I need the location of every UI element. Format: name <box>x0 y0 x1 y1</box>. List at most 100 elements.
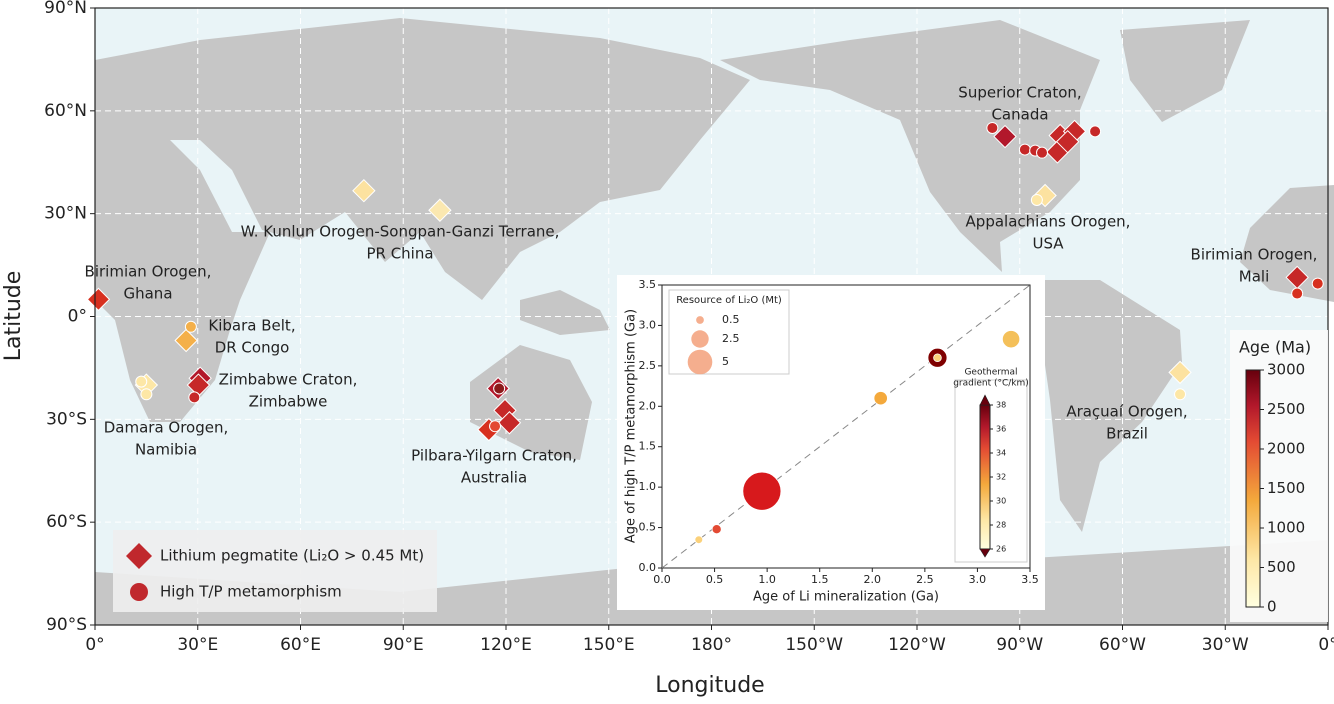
colorbar-tick-label: 2000 <box>1267 440 1305 458</box>
x-tick-label: 150°E <box>583 635 635 655</box>
pegmatite-marker <box>993 124 1017 149</box>
metamorphism-marker <box>1030 193 1043 206</box>
x-tick-label: 90°W <box>996 635 1043 655</box>
pegmatite-marker <box>126 543 152 569</box>
colorbar-tick-label: 1500 <box>1267 479 1305 497</box>
metamorphism-marker <box>493 382 506 395</box>
region-label: USA <box>1032 235 1064 253</box>
geo-colorbar-tick-label: 36 <box>996 425 1006 434</box>
metamorphism-marker <box>1174 388 1187 401</box>
region-label: Araçuaí Orogen, <box>1066 403 1187 421</box>
inset-frame <box>661 284 1031 569</box>
inset-point <box>933 353 942 363</box>
legend-label: Lithium pegmatite (Li₂O > 0.45 Mt) <box>160 547 424 565</box>
inset-y-label: Age of high T/P metamorphism (Ga) <box>624 309 639 543</box>
size-legend-label: 0.5 <box>722 313 740 326</box>
inset-x-tick-label: 3.5 <box>1021 573 1039 586</box>
size-legend-label: 5 <box>722 355 729 368</box>
metamorphism-marker <box>188 391 201 404</box>
colorbar-tick-label: 0 <box>1267 598 1277 616</box>
geo-colorbar-tick-label: 26 <box>996 545 1006 554</box>
colorbar-tick-label: 2500 <box>1267 400 1305 418</box>
region-label: Australia <box>461 469 527 487</box>
region-label: Birimian Orogen, <box>1191 246 1318 264</box>
geo-colorbar-title: Geothermal <box>964 368 1017 378</box>
x-tick-label: 30°E <box>177 635 218 655</box>
colorbar-tick-label: 1000 <box>1267 519 1305 537</box>
x-tick-label: 120°E <box>480 635 532 655</box>
metamorphism-marker <box>1291 287 1304 300</box>
inset-y-tick-label: 2.5 <box>639 359 657 372</box>
pegmatite-marker <box>86 287 111 312</box>
one-to-one-line <box>661 284 1031 569</box>
x-tick-label: 60°W <box>1099 635 1146 655</box>
size-legend-marker <box>696 316 704 324</box>
pegmatite-marker <box>352 178 376 203</box>
x-tick-label: 0° <box>85 635 104 655</box>
inset-point <box>1001 330 1021 349</box>
metamorphism-marker <box>1018 143 1031 156</box>
inset-x-tick-label: 0.0 <box>653 573 671 586</box>
region-label: W. Kunlun Orogen-Songpan-Ganzi Terrane, <box>241 223 560 241</box>
size-legend-label: 2.5 <box>722 332 740 345</box>
inset-y-tick-label: 0.5 <box>639 521 657 534</box>
legend-box <box>113 530 437 612</box>
x-tick-label: 150°W <box>785 635 843 655</box>
y-axis-label: Latitude <box>1 271 26 362</box>
inset-point <box>694 535 704 544</box>
age-colorbar <box>1245 369 1261 608</box>
metamorphism-marker <box>130 583 148 601</box>
y-tick-label: 0° <box>68 307 87 327</box>
inset-x-tick-label: 3.0 <box>969 573 987 586</box>
region-label: Birimian Orogen, <box>85 263 212 281</box>
inset-y-tick-label: 2.0 <box>639 399 657 412</box>
inset-y-tick-label: 3.5 <box>639 278 657 291</box>
inset-point <box>711 524 722 535</box>
inset-y-tick-label: 1.5 <box>639 440 657 453</box>
metamorphism-marker <box>1089 125 1102 138</box>
x-tick-label: 60°E <box>280 635 321 655</box>
inset-x-tick-label: 0.5 <box>706 573 724 586</box>
region-label: PR China <box>366 245 433 263</box>
geo-colorbar-title: gradient (°C/km) <box>953 379 1029 389</box>
colorbar-title: Age (Ma) <box>1239 338 1311 357</box>
region-label: Brazil <box>1106 425 1148 443</box>
colorbar-tick-label: 500 <box>1267 558 1296 576</box>
geo-colorbar-tick-label: 38 <box>996 401 1006 410</box>
y-tick-label: 60°N <box>44 101 87 121</box>
geo-colorbar-tick-label: 34 <box>996 449 1006 458</box>
metamorphism-marker <box>184 320 197 333</box>
x-tick-label: 90°E <box>383 635 424 655</box>
y-tick-label: 30°N <box>44 204 87 224</box>
region-label: Namibia <box>135 441 197 459</box>
region-label: Pilbara-Yilgarn Craton, <box>411 447 577 465</box>
pegmatite-marker <box>1055 129 1080 154</box>
region-label: Zimbabwe Craton, <box>219 371 358 389</box>
region-label: Zimbabwe <box>249 393 328 411</box>
inset-x-label: Age of Li mineralization (Ga) <box>753 590 939 605</box>
geo-colorbar-box <box>954 379 1028 563</box>
region-label: Appalachians Orogen, <box>966 213 1131 231</box>
inset-y-tick-label: 3.0 <box>639 318 657 331</box>
metamorphism-marker <box>135 375 148 388</box>
legend-label: High T/P metamorphism <box>160 583 342 601</box>
colorbar-tick-label: 3000 <box>1267 361 1305 379</box>
x-axis-label: Longitude <box>655 673 764 698</box>
y-tick-label: 30°S <box>46 409 87 429</box>
region-label: Ghana <box>123 285 172 303</box>
geo-colorbar <box>979 404 991 550</box>
region-label: Mali <box>1239 268 1269 286</box>
size-legend-marker <box>691 330 709 348</box>
x-tick-label: 180° <box>691 635 732 655</box>
y-tick-label: 60°S <box>46 512 87 532</box>
inset-y-tick-label: 0.0 <box>639 561 657 574</box>
inset-x-tick-label: 1.5 <box>811 573 829 586</box>
region-label: Damara Orogen, <box>104 419 229 437</box>
x-tick-label: 120°W <box>888 635 946 655</box>
metamorphism-marker <box>1311 277 1324 290</box>
inset-point <box>873 391 888 406</box>
geo-colorbar-tick-label: 32 <box>996 473 1006 482</box>
pegmatite-marker <box>1033 183 1057 208</box>
geo-colorbar-tick-label: 30 <box>996 497 1006 506</box>
